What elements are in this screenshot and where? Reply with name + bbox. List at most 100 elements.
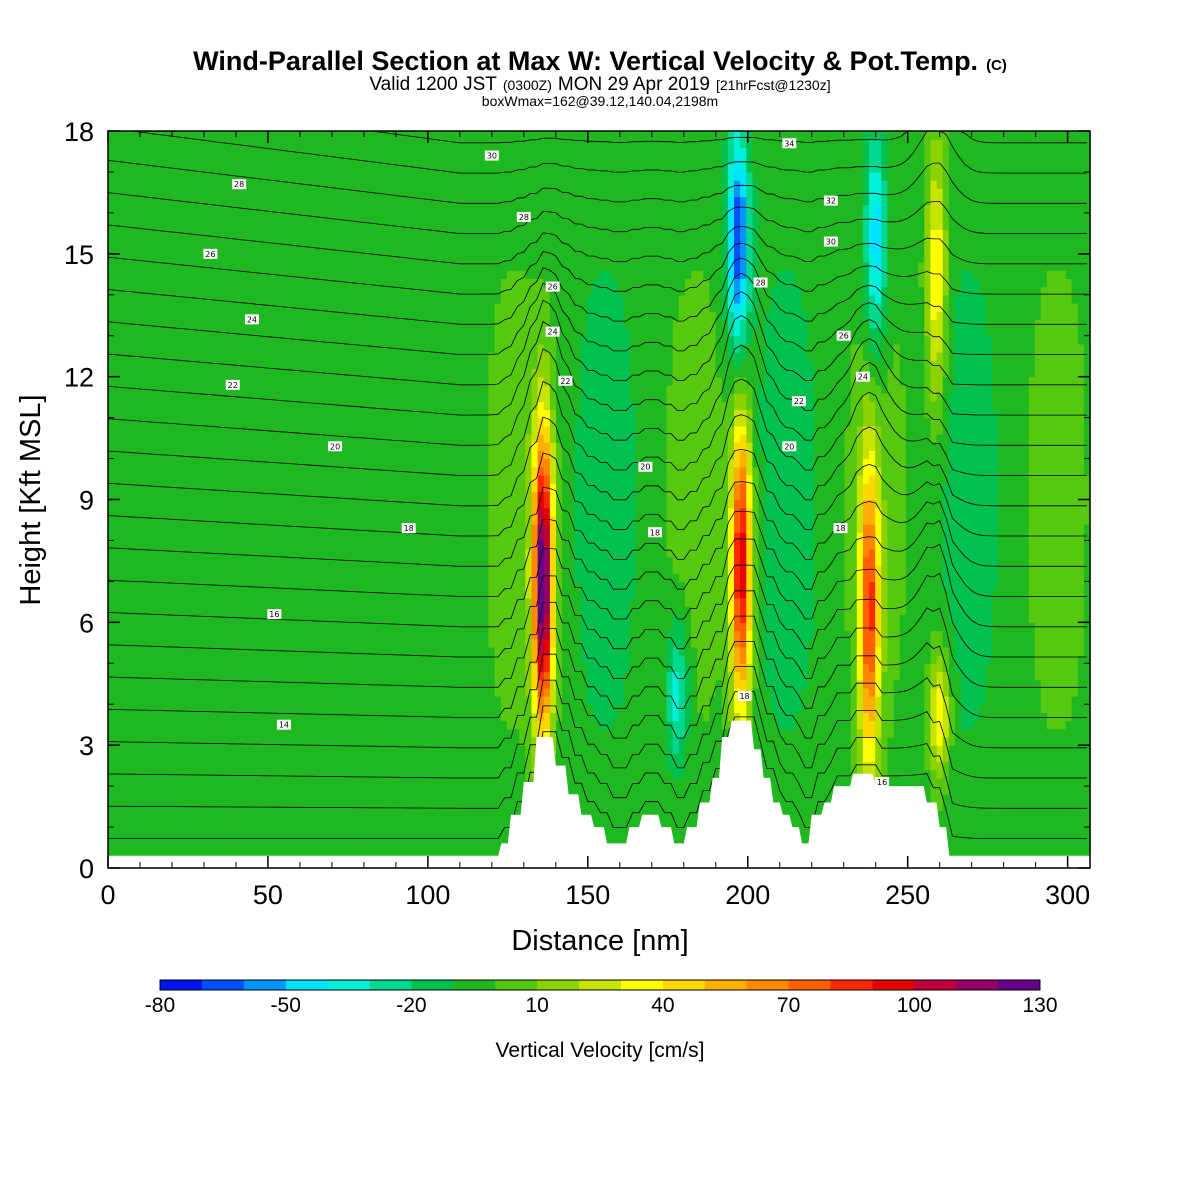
w-cell	[292, 163, 299, 173]
w-cell	[353, 425, 361, 435]
w-cell	[347, 646, 355, 656]
w-cell	[230, 605, 238, 615]
w-cell	[353, 196, 361, 206]
w-cell	[427, 556, 434, 566]
w-cell	[255, 565, 263, 574]
w-cell	[261, 262, 269, 271]
w-cell	[181, 499, 189, 509]
w-cell	[384, 458, 391, 468]
w-cell	[132, 458, 140, 468]
w-cell	[236, 425, 244, 435]
w-cell	[402, 294, 410, 304]
w-cell	[359, 302, 367, 312]
w-cell	[218, 393, 226, 402]
w-cell	[108, 180, 115, 189]
w-cell	[120, 139, 128, 148]
w-cell	[144, 196, 152, 206]
w-cell	[230, 843, 238, 853]
w-cell	[285, 515, 293, 525]
w-cell	[335, 196, 342, 206]
w-cell	[414, 155, 422, 165]
w-cell	[273, 499, 281, 509]
w-cell	[206, 663, 213, 673]
w-cell	[341, 720, 348, 730]
w-cell	[384, 540, 391, 550]
w-cell	[279, 237, 287, 247]
w-cell	[267, 524, 275, 533]
w-cell	[169, 548, 177, 558]
w-cell	[378, 622, 385, 632]
w-cell	[310, 679, 318, 689]
w-cell	[421, 327, 428, 337]
w-cell	[371, 655, 379, 664]
w-cell	[402, 753, 410, 763]
w-cell	[249, 393, 256, 402]
w-cell	[193, 286, 201, 296]
w-cell	[126, 835, 134, 845]
w-cell	[230, 491, 238, 501]
w-cell	[193, 204, 201, 214]
w-cell	[273, 745, 281, 754]
w-cell	[427, 573, 434, 582]
w-cell	[273, 409, 281, 419]
w-cell	[267, 294, 275, 304]
w-cell	[414, 728, 422, 738]
w-cell	[230, 212, 238, 222]
w-cell	[108, 663, 115, 673]
w-cell	[138, 556, 146, 566]
w-cell	[108, 286, 115, 296]
w-cell	[138, 450, 146, 460]
w-cell	[322, 720, 330, 730]
w-cell	[126, 540, 134, 550]
w-cell	[322, 155, 330, 165]
w-cell	[175, 327, 183, 337]
w-cell	[206, 319, 213, 329]
w-cell	[390, 196, 398, 206]
w-cell	[267, 696, 275, 705]
w-cell	[157, 360, 164, 370]
w-cell	[427, 630, 434, 640]
w-cell	[114, 605, 121, 615]
w-cell	[243, 761, 250, 771]
w-cell	[390, 581, 398, 591]
w-cell	[390, 736, 398, 746]
w-cell	[181, 147, 189, 157]
w-cell	[285, 581, 293, 591]
w-cell	[120, 655, 128, 664]
w-cell	[371, 810, 379, 820]
w-cell	[421, 704, 428, 714]
w-cell	[347, 368, 355, 378]
w-cell	[267, 720, 275, 730]
w-cell	[433, 352, 441, 361]
w-cell	[230, 720, 238, 730]
w-cell	[108, 368, 115, 378]
w-cell	[341, 622, 348, 632]
w-cell	[273, 843, 281, 853]
w-cell	[427, 311, 434, 320]
w-cell	[414, 343, 422, 353]
w-cell	[267, 679, 275, 689]
w-cell	[236, 319, 244, 329]
w-cell	[108, 655, 115, 664]
w-cell	[304, 196, 312, 206]
w-cell	[126, 597, 134, 607]
w-cell	[433, 524, 441, 533]
w-cell	[341, 614, 348, 623]
w-cell	[316, 352, 324, 361]
w-cell	[304, 565, 312, 574]
w-cell	[396, 196, 404, 206]
w-cell	[359, 499, 367, 509]
w-cell	[341, 180, 348, 189]
w-cell	[108, 679, 115, 689]
w-cell	[414, 262, 422, 271]
w-cell	[353, 663, 361, 673]
w-cell	[421, 376, 428, 386]
w-cell	[433, 548, 441, 558]
w-cell	[292, 466, 299, 476]
w-cell	[335, 835, 342, 845]
w-cell	[402, 663, 410, 673]
w-cell	[230, 270, 238, 279]
w-cell	[169, 614, 177, 623]
w-cell	[384, 188, 391, 198]
w-cell	[212, 499, 220, 509]
